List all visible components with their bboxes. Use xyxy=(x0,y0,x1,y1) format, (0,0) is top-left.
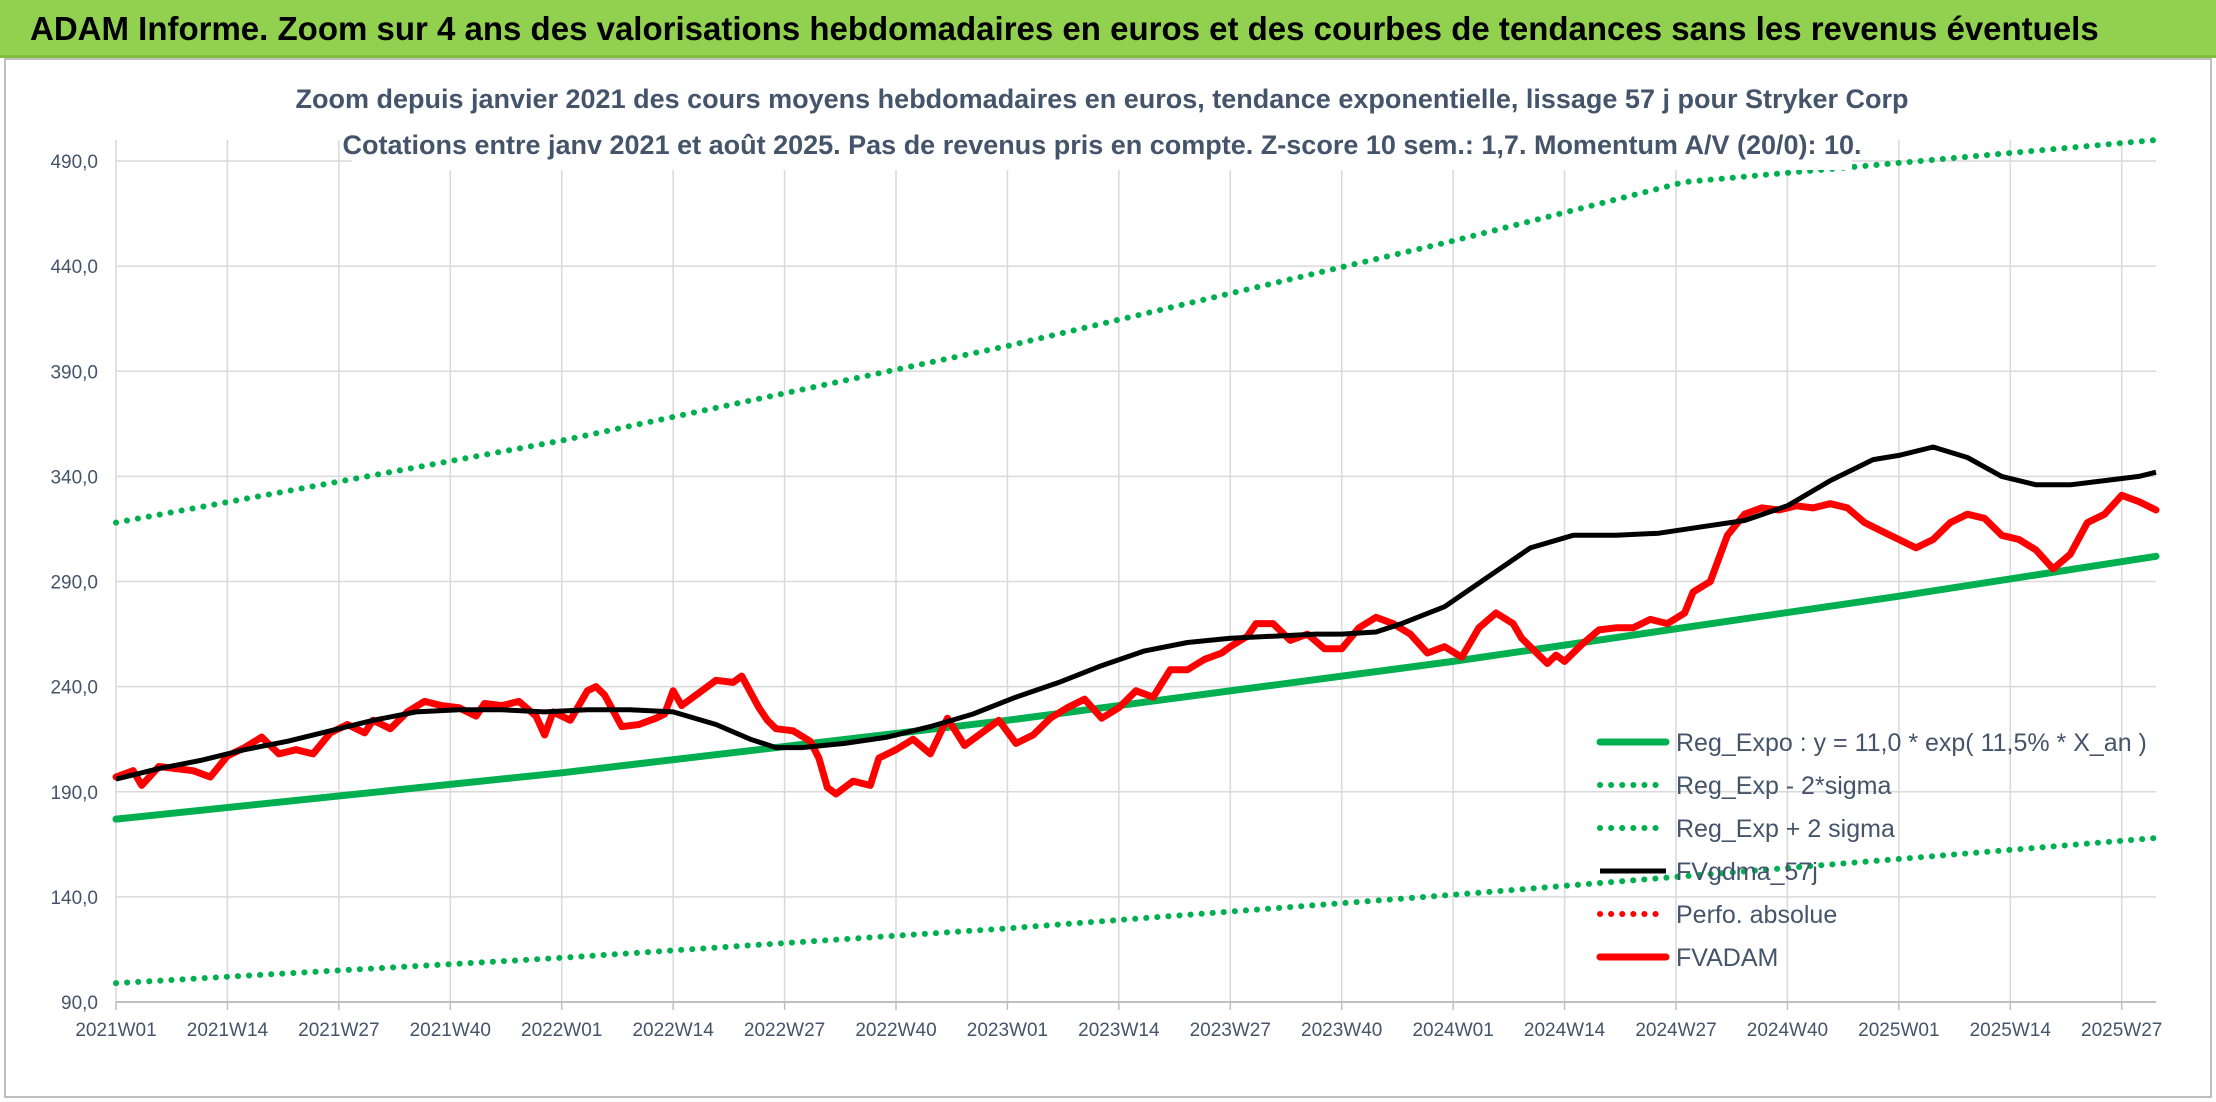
x-tick-label: 2024W40 xyxy=(1747,1020,1828,1041)
y-tick-label: 90,0 xyxy=(61,993,98,1014)
reg-exp-minus-2sigma-line xyxy=(113,835,2159,987)
x-tick-label: 2024W01 xyxy=(1412,1020,1493,1041)
y-tick-label: 440,0 xyxy=(50,257,98,278)
reg-exp-plus-2sigma-line xyxy=(113,137,2159,526)
legend-label: Reg_Expo : y = 11,0 * exp( 11,5% * X_an … xyxy=(1676,729,2147,757)
title-background xyxy=(352,64,1852,170)
chart-title-block: Zoom depuis janvier 2021 des cours moyen… xyxy=(295,64,1909,170)
y-tick-label: 390,0 xyxy=(50,362,98,383)
series-group xyxy=(112,137,2160,987)
x-tick-label: 2022W01 xyxy=(521,1020,602,1041)
report-banner: ADAM Informe. Zoom sur 4 ans des valoris… xyxy=(0,0,2216,58)
x-tick-label: 2021W01 xyxy=(75,1020,156,1041)
x-tick-label: 2023W40 xyxy=(1301,1020,1382,1041)
chart-title: Zoom depuis janvier 2021 des cours moyen… xyxy=(295,84,1908,114)
x-tick-label: 2021W27 xyxy=(298,1020,379,1041)
x-tick-label: 2021W40 xyxy=(410,1020,491,1041)
chart-subtitle: Cotations entre janv 2021 et août 2025. … xyxy=(342,130,1861,160)
x-tick-label: 2025W01 xyxy=(1858,1020,1939,1041)
legend-label: Reg_Exp - 2*sigma xyxy=(1676,772,1891,800)
x-tick-label: 2024W14 xyxy=(1524,1020,1606,1041)
y-tick-label: 190,0 xyxy=(50,783,98,804)
x-tick-label: 2021W14 xyxy=(187,1020,269,1041)
legend-label: Perfo. absolue xyxy=(1676,901,1837,929)
y-tick-label: 290,0 xyxy=(50,573,98,594)
x-tick-label: 2022W27 xyxy=(744,1020,825,1041)
legend: Reg_Expo : y = 11,0 * exp( 11,5% * X_an … xyxy=(1596,729,2147,972)
legend-label: Reg_Exp + 2 sigma xyxy=(1676,815,1895,843)
chart-area: 90,0 140,0 190,0 240,0 290,0 340,0 390,0 440,0 4… xyxy=(50,64,2162,1041)
report-title: ADAM Informe. Zoom sur 4 ans des valoris… xyxy=(30,10,2099,47)
y-tick-label: 240,0 xyxy=(50,678,98,699)
legend-label: FVADAM xyxy=(1676,944,1778,972)
x-tick-label: 2023W27 xyxy=(1190,1020,1271,1041)
fvgdma-57j-line xyxy=(115,444,2157,782)
x-tick-label: 2023W14 xyxy=(1078,1020,1160,1041)
x-tick-label: 2025W27 xyxy=(2081,1020,2162,1041)
x-tick-label: 2025W14 xyxy=(1970,1020,2052,1041)
y-tick-label: 140,0 xyxy=(50,888,98,909)
x-tick-label: 2024W27 xyxy=(1635,1020,1716,1041)
chart-frame: 90,0 140,0 190,0 240,0 290,0 340,0 390,0 440,0 4… xyxy=(4,58,2212,1098)
x-axis: 2021W01 2021W14 2021W27 2021W40 2022W01 2022W… xyxy=(75,1001,2162,1041)
grid xyxy=(115,140,2156,1003)
x-tick-label: 2023W01 xyxy=(967,1020,1048,1041)
y-tick-label: 340,0 xyxy=(50,467,98,488)
y-tick-label: 490,0 xyxy=(50,152,98,173)
x-tick-label: 2022W40 xyxy=(855,1020,936,1041)
x-tick-label: 2022W14 xyxy=(632,1020,714,1041)
legend-label: FVgdma_57j xyxy=(1676,858,1818,886)
reg-expo-line xyxy=(112,552,2160,823)
y-axis: 90,0 140,0 190,0 240,0 290,0 340,0 390,0 440,0 4… xyxy=(50,152,98,1014)
